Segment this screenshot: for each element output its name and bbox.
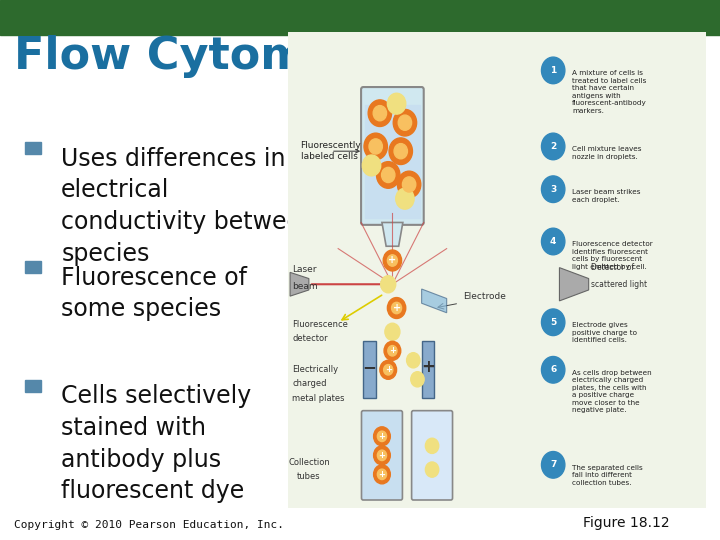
Polygon shape — [422, 289, 446, 313]
Circle shape — [362, 155, 381, 176]
Text: +: + — [379, 470, 385, 479]
Circle shape — [387, 93, 406, 114]
Circle shape — [393, 110, 417, 136]
Circle shape — [382, 167, 395, 183]
Circle shape — [396, 188, 414, 209]
Circle shape — [407, 353, 420, 368]
Circle shape — [377, 431, 387, 442]
Bar — [365, 105, 420, 218]
Circle shape — [389, 138, 413, 165]
Text: Detector of: Detector of — [590, 263, 634, 272]
Text: 1: 1 — [550, 66, 557, 75]
Text: Cells selectively
stained with
antibody plus
fluorescent dye: Cells selectively stained with antibody … — [61, 384, 251, 503]
Circle shape — [377, 161, 400, 188]
Text: Collection: Collection — [288, 458, 330, 467]
Text: A mixture of cells is
treated to label cells
that have certain
antigens with
flu: A mixture of cells is treated to label c… — [572, 70, 647, 114]
Polygon shape — [290, 272, 309, 296]
Text: 4: 4 — [550, 237, 557, 246]
Text: +: + — [392, 303, 400, 313]
Circle shape — [541, 309, 565, 335]
Bar — [25, 142, 41, 154]
Text: 2: 2 — [550, 142, 557, 151]
Circle shape — [384, 341, 401, 360]
Circle shape — [384, 364, 393, 375]
Circle shape — [402, 177, 415, 192]
Bar — [422, 341, 434, 399]
Polygon shape — [382, 222, 403, 246]
Bar — [25, 261, 41, 273]
Text: Cell mixture leaves
nozzle in droplets.: Cell mixture leaves nozzle in droplets. — [572, 146, 642, 160]
Text: Fluorescence: Fluorescence — [292, 320, 348, 329]
FancyBboxPatch shape — [361, 87, 423, 225]
Circle shape — [369, 139, 382, 154]
Text: +: + — [421, 359, 435, 376]
Circle shape — [381, 276, 396, 293]
Text: +: + — [384, 365, 392, 374]
Circle shape — [373, 106, 387, 121]
Circle shape — [541, 356, 565, 383]
Text: Fluorescence of
some species: Fluorescence of some species — [61, 266, 247, 321]
Circle shape — [377, 469, 387, 480]
Circle shape — [541, 57, 565, 84]
Text: Laser beam strikes
each droplet.: Laser beam strikes each droplet. — [572, 189, 641, 202]
Circle shape — [387, 255, 397, 266]
Text: +: + — [379, 432, 385, 441]
Text: +: + — [389, 346, 396, 355]
Text: scattered light: scattered light — [590, 280, 647, 289]
Circle shape — [541, 133, 565, 160]
Text: As cells drop between
electrically charged
plates, the cells with
a positive cha: As cells drop between electrically charg… — [572, 370, 652, 413]
Circle shape — [364, 133, 387, 160]
Circle shape — [383, 250, 402, 271]
Text: +: + — [379, 451, 385, 460]
Circle shape — [374, 446, 390, 465]
Polygon shape — [559, 268, 589, 301]
Circle shape — [541, 176, 565, 202]
Bar — [0, 0, 720, 35]
Text: 6: 6 — [550, 365, 557, 374]
FancyBboxPatch shape — [361, 410, 402, 500]
Text: Uses differences in
electrical
conductivity between
species: Uses differences in electrical conductiv… — [61, 147, 316, 266]
Text: Electrode gives
positive charge to
identified cells.: Electrode gives positive charge to ident… — [572, 322, 637, 343]
Circle shape — [398, 115, 412, 130]
Text: Laser: Laser — [292, 265, 317, 274]
Circle shape — [387, 298, 406, 319]
Circle shape — [377, 450, 387, 461]
Circle shape — [397, 171, 420, 198]
Circle shape — [385, 323, 400, 340]
Text: 5: 5 — [550, 318, 557, 327]
Bar — [363, 341, 376, 399]
Circle shape — [411, 372, 424, 387]
Text: The separated cells
fall into different
collection tubes.: The separated cells fall into different … — [572, 465, 643, 486]
Text: 7: 7 — [550, 460, 557, 469]
Circle shape — [392, 302, 402, 314]
Text: tubes: tubes — [297, 472, 320, 481]
Text: −: − — [362, 359, 377, 376]
Circle shape — [380, 360, 397, 379]
Circle shape — [541, 451, 565, 478]
Circle shape — [541, 228, 565, 255]
Circle shape — [374, 427, 390, 446]
Circle shape — [368, 100, 392, 126]
FancyBboxPatch shape — [412, 410, 453, 500]
Circle shape — [394, 144, 408, 159]
Circle shape — [388, 346, 397, 356]
Text: Fluorescence detector
identifies fluorescent
cells by fluorescent
light emitted : Fluorescence detector identifies fluores… — [572, 241, 653, 270]
Text: charged: charged — [292, 380, 327, 388]
Text: Copyright © 2010 Pearson Education, Inc.: Copyright © 2010 Pearson Education, Inc. — [14, 520, 284, 530]
Text: Electrically: Electrically — [292, 365, 338, 374]
Text: beam: beam — [292, 282, 318, 291]
Circle shape — [374, 465, 390, 484]
Text: detector: detector — [292, 334, 328, 343]
Circle shape — [426, 462, 438, 477]
Text: Fluorescently
labeled cells: Fluorescently labeled cells — [300, 141, 361, 161]
Circle shape — [426, 438, 438, 454]
Text: metal plates: metal plates — [292, 394, 345, 403]
Text: Figure 18.12: Figure 18.12 — [583, 516, 670, 530]
Bar — [25, 380, 41, 392]
Text: Electrode: Electrode — [464, 292, 506, 301]
Text: 3: 3 — [550, 185, 557, 194]
Text: Flow Cytometry: Flow Cytometry — [14, 35, 410, 78]
Text: +: + — [388, 255, 397, 266]
